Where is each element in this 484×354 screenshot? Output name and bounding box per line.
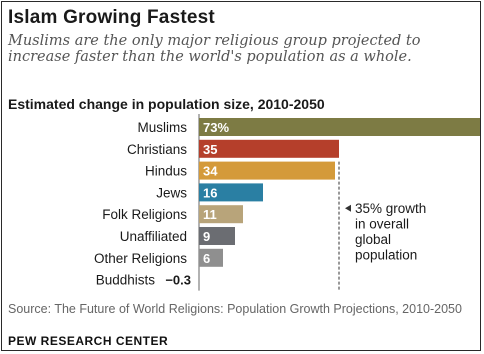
- value-label-hindus: 34: [203, 164, 218, 179]
- chart-heading: Estimated change in population size, 201…: [8, 96, 325, 112]
- chart-title: Islam Growing Fastest: [8, 7, 215, 28]
- source-note: Source: The Future of World Religions: P…: [8, 302, 462, 316]
- value-label-muslims: 73%: [203, 120, 229, 135]
- category-label-muslims: Muslims: [138, 120, 188, 135]
- bars-layer: Muslims 73% Christians 35 Hindus 34 Jews 16 Folk…: [94, 114, 480, 291]
- category-label-hindus: Hindus: [145, 164, 187, 179]
- annotation-text-line: in overall: [355, 217, 409, 232]
- bar-christians: [199, 139, 339, 158]
- credit-label: PEW RESEARCH CENTER: [8, 334, 169, 348]
- category-label-christians: Christians: [127, 142, 187, 157]
- annotation-text-line: 35% growth: [355, 201, 426, 216]
- value-label-christians: 35: [203, 142, 217, 157]
- value-label-folk-religions: 11: [203, 207, 217, 222]
- bar-folk-religions: [199, 205, 243, 224]
- bar-other-religions: [199, 248, 223, 267]
- value-label-other-religions: 6: [203, 251, 210, 266]
- value-label-unaffiliated: 9: [203, 229, 210, 244]
- annotation-text-line: global: [355, 232, 391, 247]
- chart-subtitle: Muslims are the only major religious gro…: [8, 33, 421, 65]
- bar-jews: [199, 183, 263, 202]
- category-label-folk-religions: Folk Religions: [102, 207, 187, 222]
- bar-hindus: [199, 161, 335, 180]
- category-label-jews: Jews: [156, 185, 187, 200]
- category-label-unaffiliated: Unaffiliated: [120, 229, 187, 244]
- category-label-buddhists: Buddhists: [96, 273, 156, 288]
- bar-unaffiliated: [199, 227, 235, 245]
- bar-chart: Muslims 73% Christians 35 Hindus 34 Jews 16 Folk…: [94, 114, 480, 291]
- annotation-text-line: population: [355, 248, 417, 263]
- annotation-pointer-icon: [345, 204, 351, 212]
- category-label-other-religions: Other Religions: [94, 251, 187, 266]
- value-label-jews: 16: [203, 185, 217, 200]
- value-label-buddhists: −0.3: [165, 273, 191, 288]
- bar-muslims: [199, 118, 480, 136]
